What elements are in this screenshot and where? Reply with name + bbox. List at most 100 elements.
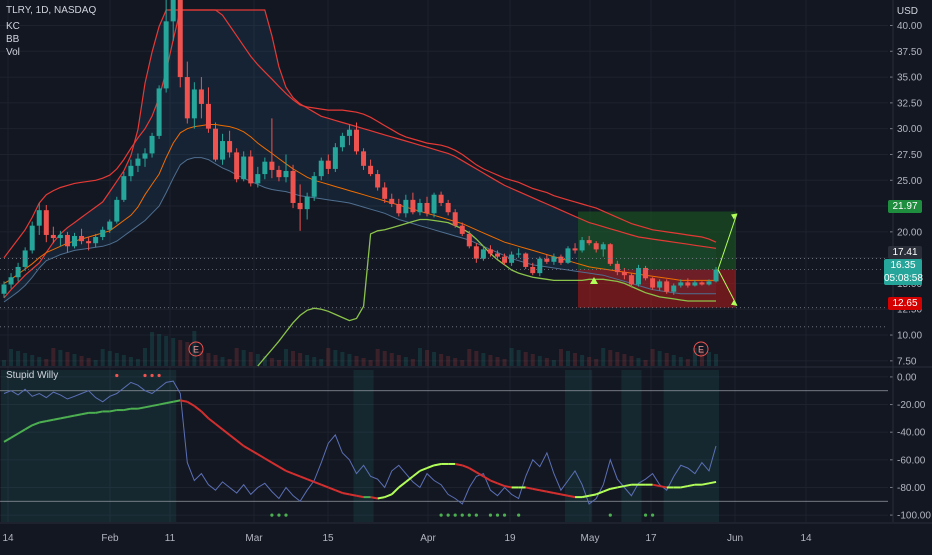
volume-bar (488, 355, 493, 366)
volume-bar (298, 353, 303, 366)
osc-tick-label: 0.00 (897, 372, 917, 383)
signal-line-segment (200, 410, 210, 420)
candle-body (466, 233, 472, 247)
candle-body (664, 281, 670, 292)
bb-basis-line (3, 124, 716, 284)
signal-line-segment (412, 470, 421, 478)
signal-line-segment (546, 490, 555, 494)
signal-line-segment (67, 414, 75, 418)
volume-bar (171, 338, 176, 366)
date-tick-label: 14 (800, 533, 812, 544)
signal-line-segment (356, 494, 364, 499)
candle-body (417, 202, 423, 213)
indicator-vol[interactable]: Vol (6, 47, 20, 58)
signal-line-segment (497, 482, 505, 488)
volume-bar (2, 360, 6, 366)
candle-body (445, 202, 451, 213)
candle-body (149, 135, 155, 154)
candle-body (431, 194, 437, 214)
candle-body (283, 170, 289, 178)
volume-bar (439, 354, 444, 366)
earnings-marker-label: E (193, 345, 199, 355)
volume-bar (44, 359, 49, 366)
volume-bar (276, 360, 281, 366)
volume-bar (291, 351, 296, 366)
oversold-dot (643, 513, 648, 517)
signal-line-segment (595, 490, 604, 496)
indicator-stupid-willy[interactable]: Stupid Willy (6, 370, 59, 381)
candle-body (198, 89, 204, 104)
volume-bar (150, 332, 155, 366)
volume-bar (502, 359, 507, 366)
buy-signal-marker (590, 277, 598, 284)
volume-bar (164, 336, 169, 366)
oversold-dot (467, 513, 471, 517)
volume-bar (65, 352, 70, 366)
signal-line-segment (553, 492, 562, 496)
volume-bar (262, 356, 267, 366)
signal-line-segment (243, 445, 252, 452)
candle-body (473, 246, 479, 259)
signal-line-segment (490, 479, 498, 485)
date-tick-label: 19 (504, 533, 516, 544)
oversold-dot (277, 513, 281, 517)
price-tick-label: 32.50 (897, 98, 922, 109)
candle-body (509, 254, 515, 263)
volume-bar (671, 355, 676, 366)
price-tick-label: 10.00 (897, 331, 922, 342)
volume-bar (213, 355, 218, 366)
candle-body (170, 0, 176, 22)
oversold-dot (284, 513, 288, 517)
symbol-title[interactable]: TLRY, 1D, NASDAQ (6, 5, 97, 16)
volume-bar (566, 351, 570, 366)
volume-bar (23, 353, 28, 366)
signal-line-segment (278, 465, 287, 472)
candle-body (713, 269, 719, 282)
signal-line-segment (3, 436, 12, 443)
volume-bar (121, 355, 126, 366)
oversold-dot (270, 513, 274, 517)
candle-body (558, 256, 564, 263)
target-projection-arrow (717, 213, 738, 270)
volume-bar (629, 356, 634, 366)
signal-line-segment (285, 469, 294, 475)
signal-line-segment (186, 400, 195, 407)
candle-body (36, 210, 42, 226)
signal-line-segment (17, 428, 26, 435)
signal-line-segment (207, 417, 217, 425)
candle-body (650, 278, 656, 288)
candle-body (15, 266, 21, 278)
candle-body (213, 128, 218, 160)
candle-body (523, 253, 529, 267)
volume-bar (692, 348, 697, 366)
volume-bar (714, 354, 719, 366)
candle-body (368, 165, 374, 175)
signal-line-segment (391, 486, 400, 496)
indicator-kc[interactable]: KC (6, 21, 20, 32)
candle-body (220, 141, 226, 160)
volume-bar (636, 358, 641, 366)
candle-body (621, 272, 627, 276)
signal-line-segment (687, 483, 696, 488)
oversold-dot (502, 513, 507, 517)
osc-regime-shade (1, 370, 177, 522)
volume-bar (114, 353, 119, 366)
osc-tick-label: -20.00 (897, 400, 926, 411)
volume-bar (403, 357, 408, 366)
candle-body (1, 284, 7, 294)
osc-regime-shade (663, 370, 720, 522)
volume-bar (615, 352, 620, 366)
indicator-bb[interactable]: BB (6, 34, 20, 45)
signal-line-segment (81, 411, 89, 416)
volume-bar (453, 358, 458, 366)
candle-body (551, 256, 557, 262)
volume-bar (269, 358, 274, 366)
volume-bar (432, 352, 437, 366)
earnings-marker-circle (693, 341, 709, 357)
candle-body (156, 88, 162, 136)
kc-lower-line (3, 157, 716, 303)
volume-bar (333, 350, 338, 366)
candle-body (304, 196, 310, 210)
